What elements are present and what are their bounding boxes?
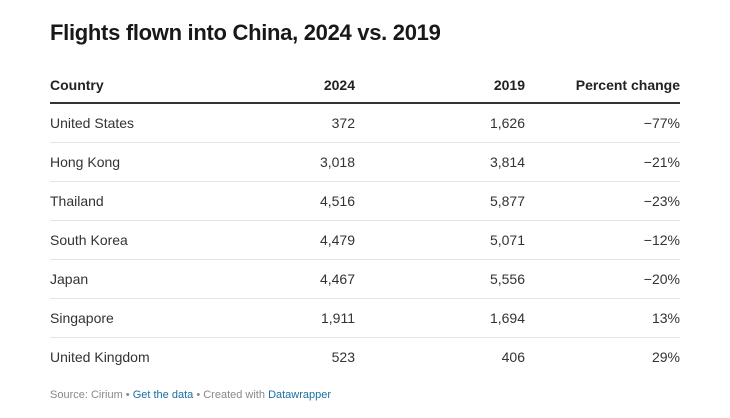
cell-2019: 1,626 bbox=[489, 115, 525, 131]
cell-2024: 3,018 bbox=[319, 154, 355, 170]
datawrapper-link[interactable]: Datawrapper bbox=[268, 389, 332, 401]
cell-country: United Kingdom bbox=[50, 349, 150, 365]
cell-2019: 5,877 bbox=[489, 193, 525, 209]
column-header-percent-change[interactable]: Percent change bbox=[575, 77, 680, 93]
cell-2024: 523 bbox=[331, 349, 355, 365]
cell-country: Thailand bbox=[50, 193, 104, 209]
column-header-country[interactable]: Country bbox=[50, 77, 104, 93]
chart-title: Flights flown into China, 2024 vs. 2019 bbox=[50, 20, 441, 45]
cell-country: Hong Kong bbox=[50, 154, 121, 170]
table-row: Thailand 4,516 5,877 −23% bbox=[50, 182, 680, 221]
table-body: United States 372 1,626 −77% Hong Kong 3,018 3… bbox=[50, 104, 680, 376]
table-row: South Korea 4,479 5,071 −12% bbox=[50, 221, 680, 260]
cell-percent-change: 13% bbox=[651, 310, 680, 326]
column-header-2019[interactable]: 2019 bbox=[493, 77, 525, 93]
cell-2024: 4,479 bbox=[319, 232, 355, 248]
created-with-text: Created with bbox=[203, 389, 265, 401]
cell-percent-change: −21% bbox=[643, 154, 680, 170]
cell-2024: 1,911 bbox=[321, 310, 355, 326]
cell-2024: 372 bbox=[331, 115, 355, 131]
cell-2024: 4,467 bbox=[319, 271, 355, 287]
cell-country: Japan bbox=[50, 271, 89, 287]
cell-percent-change: −20% bbox=[643, 271, 680, 287]
table-row: Hong Kong 3,018 3,814 −21% bbox=[50, 143, 680, 182]
column-header-2024[interactable]: 2024 bbox=[323, 77, 355, 93]
data-table: Country 2024 2019 Percent change United … bbox=[50, 66, 680, 376]
cell-percent-change: −23% bbox=[643, 193, 680, 209]
cell-percent-change: −77% bbox=[643, 115, 680, 131]
table-header-row: Country 2024 2019 Percent change bbox=[50, 66, 680, 104]
footer: Source: Cirium • Get the data • Created … bbox=[50, 389, 331, 401]
table-row: Singapore 1,911 1,694 13% bbox=[50, 299, 680, 338]
cell-2019: 5,556 bbox=[489, 271, 525, 287]
table-row: United Kingdom 523 406 29% bbox=[50, 338, 680, 376]
footer-separator: • bbox=[122, 389, 133, 401]
cell-country: United States bbox=[50, 115, 135, 131]
cell-2019: 5,071 bbox=[489, 232, 525, 248]
cell-2024: 4,516 bbox=[319, 193, 355, 209]
cell-country: South Korea bbox=[50, 232, 128, 248]
table-row: Japan 4,467 5,556 −20% bbox=[50, 260, 680, 299]
cell-2019: 1,694 bbox=[489, 310, 525, 326]
table-row: United States 372 1,626 −77% bbox=[50, 104, 680, 143]
cell-percent-change: −12% bbox=[643, 232, 680, 248]
cell-percent-change: 29% bbox=[651, 349, 680, 365]
source-text: Source: Cirium bbox=[50, 389, 123, 401]
footer-separator: • bbox=[193, 389, 204, 401]
get-the-data-link[interactable]: Get the data bbox=[132, 389, 194, 401]
cell-2019: 406 bbox=[501, 349, 525, 365]
cell-2019: 3,814 bbox=[489, 154, 525, 170]
cell-country: Singapore bbox=[50, 310, 114, 326]
